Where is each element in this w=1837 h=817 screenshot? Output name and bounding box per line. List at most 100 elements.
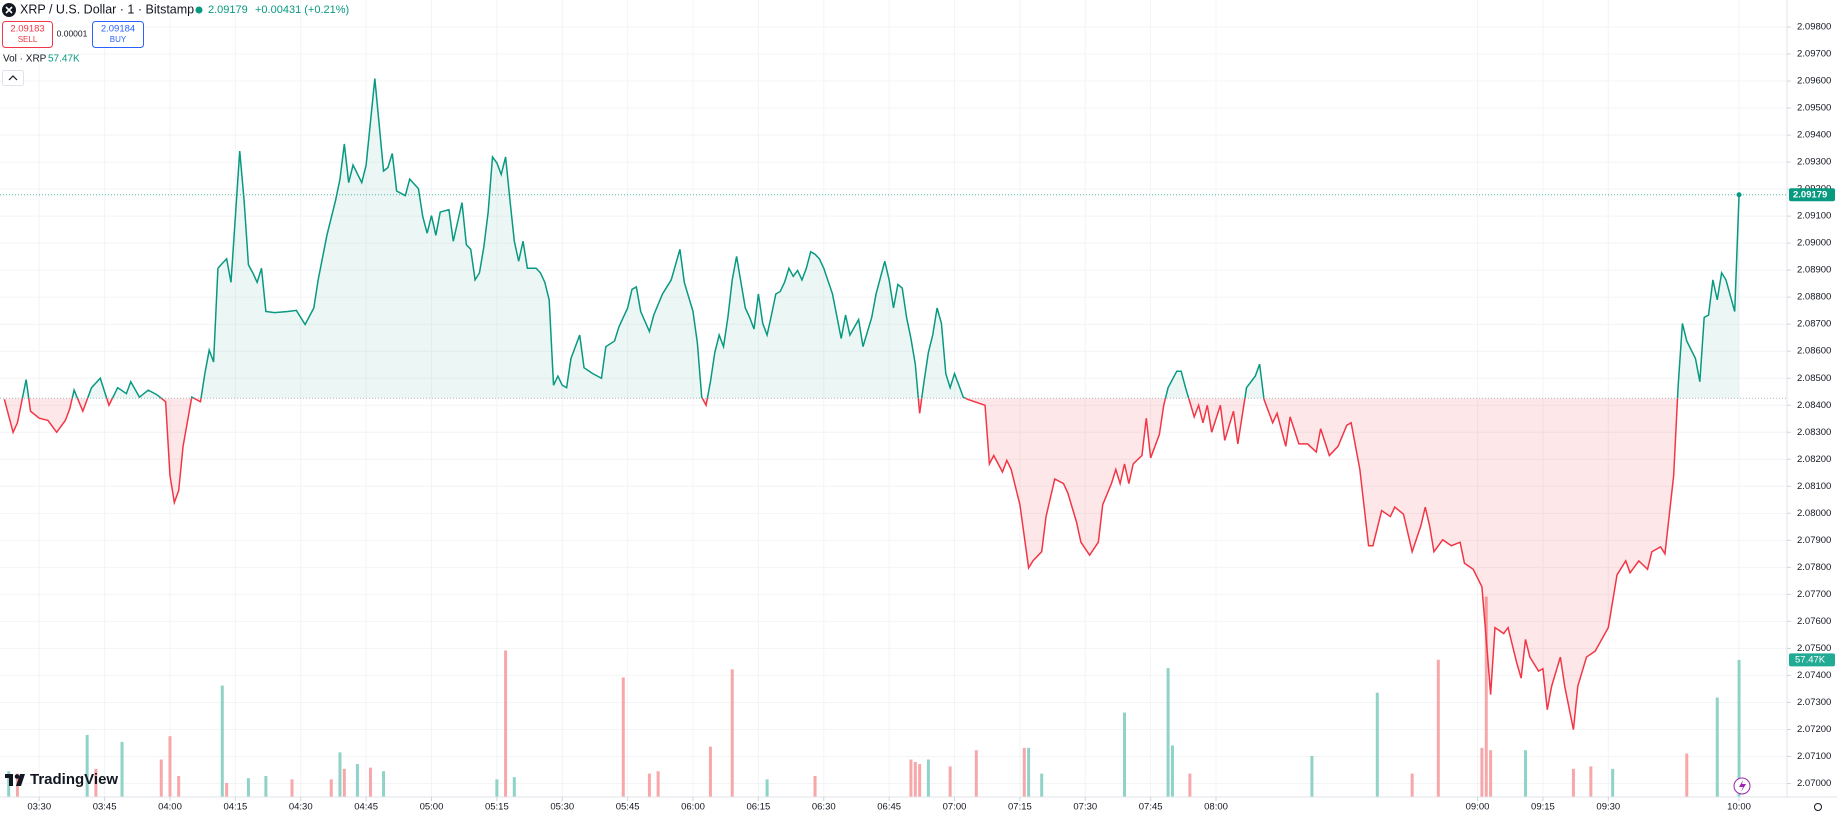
y-tick-label: 2.08000	[1797, 508, 1831, 519]
volume-bar	[813, 776, 817, 797]
y-tick-label: 2.07900	[1797, 535, 1831, 546]
buy-price: 2.09184	[101, 24, 135, 35]
price-line-down	[3, 398, 1679, 730]
y-tick-label: 2.07300	[1797, 697, 1831, 708]
x-tick-label: 03:45	[93, 802, 117, 813]
volume-bar	[1375, 692, 1379, 797]
y-tick-label: 2.08900	[1797, 265, 1831, 276]
volume-bar	[1166, 668, 1170, 797]
y-tick-label: 2.08200	[1797, 454, 1831, 465]
alert-icon	[1739, 780, 1746, 792]
y-tick-label: 2.08600	[1797, 346, 1831, 357]
settings-icon[interactable]	[1814, 803, 1822, 811]
collapse-button[interactable]	[2, 70, 24, 86]
y-tick-label: 2.07500	[1797, 643, 1831, 654]
volume-bar	[338, 752, 342, 797]
y-tick-label: 2.09100	[1797, 211, 1831, 222]
x-tick-label: 05:30	[550, 802, 574, 813]
volume-bar	[948, 766, 952, 797]
volume-bar	[264, 776, 268, 797]
sell-button[interactable]	[2, 21, 53, 48]
collapse-icon	[8, 75, 18, 81]
volume-bar	[1611, 768, 1615, 797]
volume-bar	[1685, 753, 1689, 797]
baseline-fill-down	[4, 398, 1740, 730]
volume-bar	[7, 771, 11, 797]
volume-bar	[329, 779, 333, 797]
y-tick-label: 2.09500	[1797, 103, 1831, 114]
y-tick-label: 2.07600	[1797, 616, 1831, 627]
volume-bar	[504, 650, 508, 797]
volume-bar	[1040, 773, 1044, 797]
logo-shape	[9, 774, 13, 786]
volume-bar	[1571, 768, 1575, 797]
volume-bar	[974, 750, 978, 797]
logo-text: TradingView	[30, 771, 118, 788]
volume-bar	[1310, 755, 1314, 797]
axes: 2.07000 2.07100 2.07200 2.07300 2.07400 2.075…	[27, 22, 1835, 813]
volume-bar	[159, 759, 163, 797]
logo: TradingView	[5, 771, 118, 788]
volume-bar	[1123, 712, 1127, 797]
x-tick-label: 04:00	[158, 802, 182, 813]
last-price-badge	[1789, 188, 1835, 202]
y-tick-label: 2.08800	[1797, 292, 1831, 303]
volume-bar	[647, 773, 651, 797]
y-tick-label: 2.07800	[1797, 562, 1831, 573]
volume-bar	[220, 685, 224, 797]
x-tick-label: 06:30	[812, 802, 836, 813]
volume-bar	[1484, 596, 1488, 797]
volume-bar	[1170, 745, 1174, 797]
y-tick-label: 2.09600	[1797, 76, 1831, 87]
volume-bar	[730, 669, 734, 797]
x-tick-label: 08:00	[1204, 802, 1228, 813]
y-tick-label: 2.08400	[1797, 400, 1831, 411]
volume-bar	[918, 764, 922, 797]
y-tick-label: 2.09400	[1797, 130, 1831, 141]
volume-bar	[1489, 750, 1493, 797]
volume-bar	[1523, 750, 1527, 797]
volume-bar	[926, 759, 930, 797]
volume-bar	[656, 771, 660, 797]
volume-bar	[1022, 747, 1026, 797]
volume-bar	[382, 771, 386, 797]
last-price: 2.09179	[208, 4, 248, 16]
buy-label: BUY	[110, 35, 127, 44]
volume-layer	[7, 596, 1741, 797]
volume-bar	[512, 777, 516, 797]
x-tick-label: 09:15	[1531, 802, 1555, 813]
sell-label: SELL	[18, 35, 38, 44]
volume-bar	[1436, 659, 1440, 797]
volume-bar	[495, 779, 499, 797]
buy-button[interactable]	[92, 21, 144, 48]
volume-badge	[1789, 653, 1835, 667]
x-tick-label: 05:00	[420, 802, 444, 813]
x-tick-label: 06:15	[746, 802, 770, 813]
y-tick-label: 2.07200	[1797, 724, 1831, 735]
y-tick-label: 2.07000	[1797, 778, 1831, 789]
volume-bar	[177, 776, 181, 797]
volume-bar	[909, 759, 913, 797]
price-layer	[0, 78, 1787, 730]
y-tick-label: 2.09000	[1797, 238, 1831, 249]
volume-bar	[85, 734, 89, 797]
price-change: +0.00431 (+0.21%)	[255, 4, 349, 16]
x-tick-label: 10:00	[1727, 802, 1751, 813]
x-tick-label: 07:45	[1139, 802, 1163, 813]
x-tick-label: 05:15	[485, 802, 509, 813]
y-tick-label: 2.08500	[1797, 373, 1831, 384]
x-tick-label: 04:45	[354, 802, 378, 813]
market-status	[195, 6, 203, 14]
y-tick-label: 2.07400	[1797, 670, 1831, 681]
volume-bar	[1027, 747, 1031, 797]
spread: 0.00001	[57, 28, 88, 38]
x-tick-label: 07:00	[943, 802, 967, 813]
x-tick-label: 04:30	[289, 802, 313, 813]
symbol-title[interactable]: XRP / U.S. Dollar · 1 · Bitstamp	[20, 2, 194, 16]
logo-shape	[16, 774, 25, 786]
x-tick-label: 05:45	[616, 802, 640, 813]
x-tick-label: 03:30	[27, 802, 51, 813]
volume-bar	[120, 741, 124, 797]
volume-badge-label: 57.47K	[1795, 654, 1826, 665]
